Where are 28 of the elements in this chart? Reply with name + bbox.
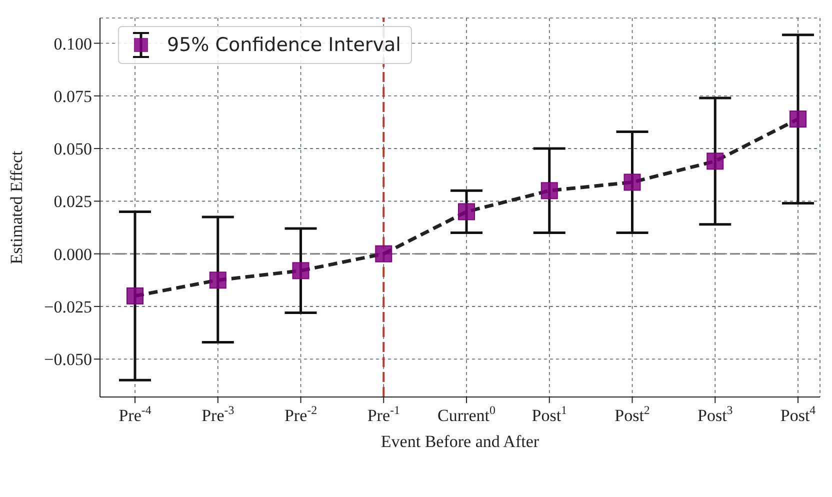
x-tick-label: Pre$^{-4}$ bbox=[118, 403, 152, 425]
point bbox=[624, 174, 641, 191]
y-tick-label: −0.025 bbox=[44, 297, 92, 316]
y-tick-label: 0.000 bbox=[54, 244, 92, 264]
y-tick-label: 0.050 bbox=[54, 140, 92, 159]
point bbox=[540, 182, 558, 200]
x-tick-label: Post$^{1}$ bbox=[532, 403, 568, 425]
x-axis-title: Event Before and After bbox=[380, 432, 540, 451]
x-tick-label: Post$^{2}$ bbox=[614, 403, 650, 425]
point bbox=[292, 262, 310, 280]
x-tick-label: Pre$^{-2}$ bbox=[284, 403, 318, 425]
y-tick-label: −0.050 bbox=[44, 350, 92, 370]
y-tick-label: 0.100 bbox=[54, 34, 92, 54]
x-tick-label: Post$^{4}$ bbox=[780, 403, 816, 425]
point bbox=[706, 152, 724, 170]
point bbox=[458, 203, 475, 220]
y-tick-label: 0.025 bbox=[54, 192, 92, 212]
text: 95% Confidence Interval bbox=[167, 34, 401, 56]
y-axis-title: Estimated Effect bbox=[7, 150, 26, 264]
point bbox=[790, 110, 806, 128]
x-tick-label: Current$^{0}$ bbox=[438, 403, 496, 425]
y-tick-label: 0.075 bbox=[54, 86, 92, 106]
x-tick-label: Post$^{3}$ bbox=[698, 403, 733, 425]
point bbox=[209, 272, 226, 289]
point bbox=[126, 287, 144, 304]
point bbox=[375, 245, 392, 262]
x-tick-label: Pre$^{-3}$ bbox=[202, 403, 234, 425]
x-tick-label: Pre$^{-1}$ bbox=[367, 403, 400, 425]
